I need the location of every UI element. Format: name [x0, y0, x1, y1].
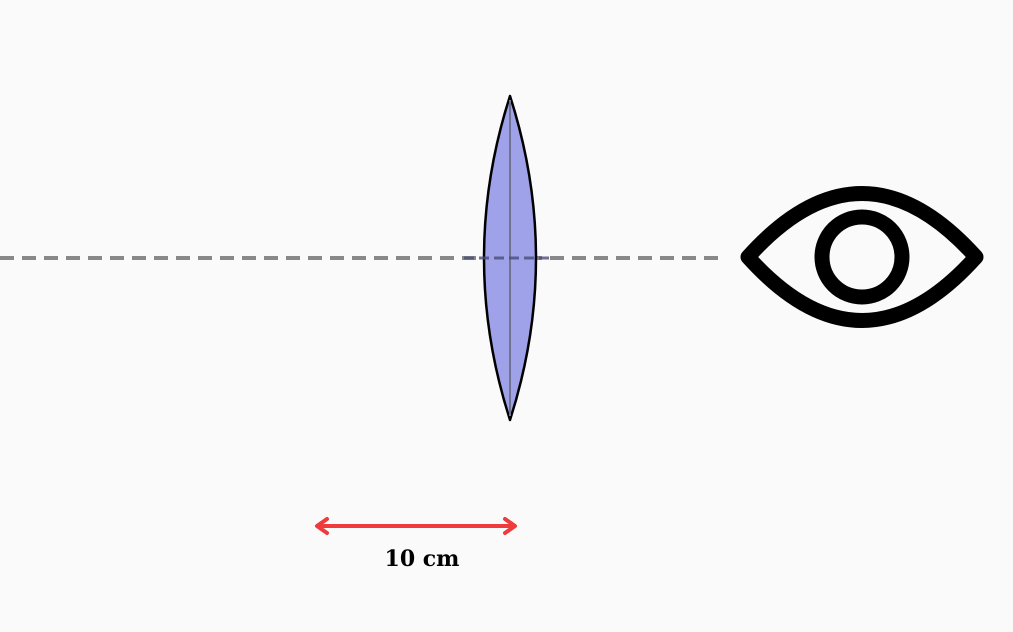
scale-bar-left-arrowhead [315, 517, 329, 535]
eye-icon [740, 186, 984, 328]
scale-bar-label: 10 cm [385, 546, 460, 572]
eye-iris [814, 209, 910, 305]
scale-bar: 10 cm [315, 517, 517, 572]
converging-lens [464, 94, 550, 422]
eye-outline [740, 186, 984, 328]
scale-bar-right-arrowhead [503, 517, 517, 535]
